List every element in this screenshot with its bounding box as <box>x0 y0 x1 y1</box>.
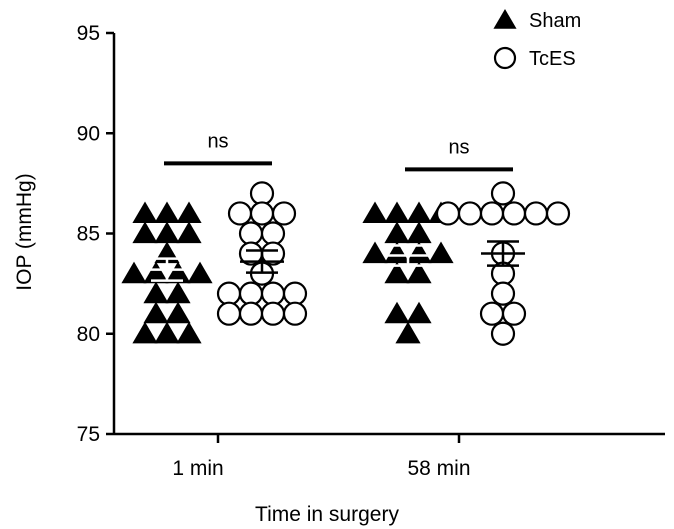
y-tick-label: 90 <box>77 122 100 145</box>
legend-label: Sham <box>529 10 581 32</box>
x-tick-label: 58 min <box>407 457 470 480</box>
significance-label: ns <box>207 130 228 152</box>
tces-point <box>216 281 242 306</box>
y-tick-label: 85 <box>77 223 100 246</box>
significance-annotations: ns ns <box>164 130 513 172</box>
x-tick-label: 1 min <box>172 457 223 480</box>
error-bars <box>145 240 525 282</box>
sham-point <box>187 261 213 284</box>
sham-point <box>154 201 180 224</box>
sham-point <box>176 201 202 224</box>
sham-point <box>384 241 410 264</box>
sham-point <box>143 281 169 304</box>
tces-point <box>490 321 516 346</box>
sham-point <box>406 221 432 244</box>
tces-point <box>260 301 286 326</box>
tces-point <box>238 301 264 326</box>
sham-point <box>176 321 202 344</box>
sham-point <box>143 301 169 324</box>
sham-point <box>362 201 388 224</box>
legend-tces-marker <box>493 46 517 70</box>
sham-point <box>132 221 158 244</box>
sham-point <box>384 301 410 324</box>
sham-point <box>406 241 432 264</box>
sham-point <box>132 201 158 224</box>
sham-point <box>176 221 202 244</box>
y-tick-label: 95 <box>77 22 100 45</box>
tces-point <box>260 281 286 306</box>
x-axis: 1 min 58 min <box>114 432 665 480</box>
significance-label: ns <box>448 136 469 158</box>
tces-point <box>216 301 242 326</box>
sham-point <box>384 201 410 224</box>
tces-point <box>490 181 516 206</box>
tces-point <box>282 301 308 326</box>
sham-point <box>384 261 410 284</box>
tces-point <box>249 201 275 226</box>
sham-point <box>121 261 147 284</box>
sham-point <box>154 321 180 344</box>
sham-point <box>395 321 421 344</box>
y-tick-label: 80 <box>77 323 100 346</box>
tces-point <box>490 281 516 306</box>
legend-label: TcES <box>529 48 576 70</box>
tces-point <box>457 201 483 226</box>
tces-point <box>238 221 264 246</box>
sham-point <box>165 281 191 304</box>
tces-point <box>435 201 461 226</box>
sham-point <box>143 261 169 284</box>
sham-point <box>406 301 432 324</box>
tces-point <box>271 201 297 226</box>
y-axis: 75 80 85 90 95 <box>77 22 116 446</box>
tces-point <box>249 181 275 206</box>
tces-point <box>501 301 527 326</box>
sham-point <box>384 221 410 244</box>
sham-point <box>165 261 191 284</box>
sham-point <box>165 301 191 324</box>
legend-sham-marker <box>493 9 517 29</box>
tces-point <box>479 201 505 226</box>
x-axis-title: Time in surgery <box>255 503 399 526</box>
tces-point <box>227 201 253 226</box>
sham-point <box>406 261 432 284</box>
y-axis-title: IOP (mmHg) <box>13 173 36 290</box>
sham-point <box>406 201 432 224</box>
y-tick-label: 75 <box>77 423 100 446</box>
tces-point <box>523 201 549 226</box>
tces-point <box>501 201 527 226</box>
sham-point <box>154 221 180 244</box>
tces-point <box>282 281 308 306</box>
sham-point <box>428 241 454 264</box>
data-points <box>121 181 571 346</box>
sham-point <box>132 321 158 344</box>
tces-point <box>260 221 286 246</box>
tces-point <box>479 301 505 326</box>
tces-point <box>238 281 264 306</box>
tces-point <box>545 201 571 226</box>
legend: Sham TcES <box>493 9 581 70</box>
sham-point <box>362 241 388 264</box>
